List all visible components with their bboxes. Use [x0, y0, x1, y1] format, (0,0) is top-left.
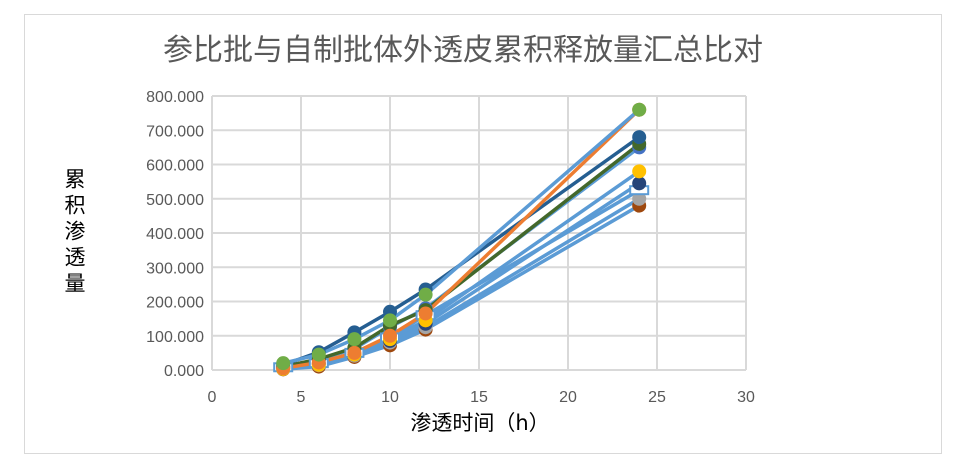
data-point: [632, 176, 647, 191]
x-tick-label: 0: [208, 389, 217, 406]
y-tick-label: 600.000: [146, 158, 204, 175]
x-tick-label: 15: [470, 389, 488, 406]
x-tick-label: 10: [381, 389, 399, 406]
data-point: [632, 191, 647, 206]
data-point: [311, 347, 326, 362]
x-tick-label: 20: [559, 389, 577, 406]
x-tick-label: 30: [737, 389, 755, 406]
series-line: [282, 145, 641, 369]
data-point: [418, 287, 433, 302]
series-line: [282, 135, 641, 367]
y-tick-label: 800.000: [146, 89, 204, 106]
data-point: [383, 328, 397, 343]
series-line: [282, 108, 641, 371]
data-point: [632, 130, 647, 145]
y-tick-label: 200.000: [146, 295, 204, 312]
data-point: [347, 345, 362, 360]
series-line: [282, 169, 641, 371]
data-point: [632, 164, 647, 179]
y-tick-label: 0.000: [164, 363, 204, 380]
x-axis-label: 渗透时间（h）: [410, 411, 549, 435]
chart-title: 参比批与自制批体外透皮累积释放量汇总比对: [163, 33, 763, 68]
y-tick-label: 700.000: [146, 123, 204, 140]
data-point: [418, 306, 433, 321]
y-tick-label: 300.000: [146, 260, 204, 277]
y-axis-label: 累积渗透量: [62, 168, 86, 298]
x-tick-label: 5: [297, 389, 306, 406]
y-tick-label: 100.000: [146, 329, 204, 346]
y-tick-label: 400.000: [146, 226, 204, 243]
data-point: [383, 313, 397, 328]
data-point: [632, 102, 647, 117]
x-tick-label: 25: [648, 389, 666, 406]
data-point: [347, 332, 362, 347]
y-tick-label: 500.000: [146, 192, 204, 209]
data-point: [276, 356, 291, 371]
